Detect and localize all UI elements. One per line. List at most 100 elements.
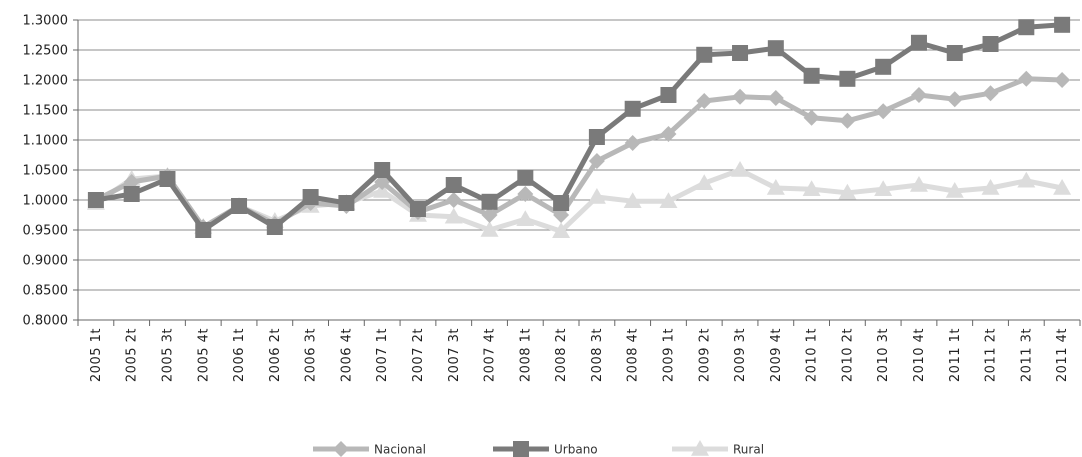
x-tick-label: 2010 3t	[876, 328, 891, 382]
x-tick-label: 2009 1t	[661, 328, 676, 382]
data-point	[731, 161, 750, 177]
data-point	[696, 93, 713, 109]
x-tick-label: 2008 4t	[626, 328, 641, 382]
data-point	[910, 87, 927, 103]
y-tick-label: 1.0500	[23, 164, 69, 179]
data-point	[266, 219, 283, 235]
x-tick-label: 2008 2t	[554, 328, 569, 382]
data-point	[660, 87, 677, 103]
x-tick-label: 2005 3t	[160, 328, 175, 382]
data-point	[732, 45, 749, 61]
data-point	[695, 174, 714, 190]
y-tick-label: 0.8000	[23, 314, 69, 329]
x-tick-label: 2005 1t	[89, 328, 104, 382]
legend-label: Nacional	[374, 443, 426, 457]
x-tick-label: 2006 2t	[268, 328, 283, 382]
data-point	[982, 36, 999, 52]
data-point	[696, 46, 713, 63]
series-urbano	[87, 16, 1071, 238]
x-tick-label: 2009 2t	[697, 328, 712, 382]
y-tick-label: 1.1500	[23, 104, 69, 119]
x-tick-label: 2008 1t	[518, 328, 533, 382]
x-tick-label: 2007 4t	[483, 328, 498, 382]
x-tick-label: 2005 2t	[125, 328, 140, 382]
y-tick-label: 0.9500	[23, 224, 69, 239]
x-axis-tick-labels: 2005 1t 2005 2t 2005 3t 2005 4t 2006 1t 2006 …	[89, 328, 1070, 382]
data-point	[624, 100, 641, 117]
x-tick-label: 2011 1t	[948, 328, 963, 382]
data-point	[409, 201, 426, 217]
data-point	[1054, 16, 1071, 33]
data-point	[839, 70, 856, 87]
data-point	[838, 183, 857, 200]
legend-label: Urbano	[554, 443, 598, 457]
data-point	[659, 192, 678, 208]
data-point	[767, 90, 784, 106]
legend-marker	[691, 440, 709, 456]
x-tick-label: 2010 2t	[840, 328, 855, 382]
data-point	[766, 179, 785, 195]
axes	[73, 19, 1081, 326]
data-point	[588, 129, 605, 145]
data-point	[1054, 72, 1071, 88]
y-axis-tick-labels: 0.8000 0.8500 0.9000 0.9500 1.0000 1.0500 1.10…	[23, 14, 69, 329]
x-tick-label: 2009 4t	[769, 328, 784, 382]
data-point	[587, 188, 606, 204]
data-point	[1017, 171, 1036, 188]
x-tick-label: 2006 3t	[304, 328, 319, 382]
data-point	[481, 193, 498, 210]
data-point	[444, 207, 463, 224]
legend-label: Rural	[733, 443, 764, 457]
legend-marker	[333, 441, 349, 457]
data-point	[481, 207, 498, 223]
data-point	[982, 85, 999, 102]
data-point	[767, 40, 784, 57]
x-tick-label: 2005 4t	[196, 328, 211, 382]
data-point	[624, 135, 641, 151]
x-tick-label: 2008 3t	[590, 328, 605, 382]
legend-item-rural: Rural	[672, 440, 764, 457]
data-point	[946, 91, 963, 108]
data-point	[516, 210, 535, 226]
data-point	[909, 176, 928, 192]
legend: Nacional Urbano Rural	[313, 440, 764, 457]
data-point	[874, 180, 893, 196]
x-tick-label: 2011 3t	[1019, 328, 1034, 382]
data-point	[159, 171, 176, 187]
data-point	[480, 221, 499, 237]
y-tick-label: 1.1000	[23, 134, 69, 149]
data-point	[588, 153, 605, 169]
x-tick-label: 2009 3t	[733, 328, 748, 382]
data-point	[445, 192, 462, 208]
series-line	[95, 22, 1063, 233]
x-tick-label: 2007 1t	[375, 328, 390, 382]
x-tick-label: 2011 4t	[1055, 328, 1070, 382]
y-tick-label: 1.2000	[23, 74, 69, 89]
y-tick-label: 0.9000	[23, 254, 69, 269]
legend-marker	[513, 441, 529, 457]
series	[86, 16, 1072, 238]
x-tick-label: 2007 3t	[447, 328, 462, 382]
y-tick-label: 1.2500	[23, 44, 69, 59]
data-point	[803, 67, 820, 84]
data-point	[660, 126, 677, 142]
data-point	[623, 192, 642, 208]
data-point	[374, 162, 391, 178]
data-point	[732, 88, 749, 105]
x-tick-label: 2010 4t	[912, 328, 927, 382]
data-point	[195, 222, 212, 238]
data-point	[552, 222, 571, 238]
data-point	[875, 58, 892, 75]
data-point	[802, 180, 821, 196]
y-tick-label: 0.8500	[23, 284, 69, 299]
data-point	[981, 179, 1000, 195]
y-tick-label: 1.0000	[23, 194, 69, 209]
legend-item-nacional: Nacional	[313, 441, 426, 457]
x-tick-label: 2006 1t	[232, 328, 247, 382]
data-point	[87, 192, 104, 208]
data-point	[517, 169, 534, 186]
data-point	[338, 195, 355, 211]
data-point	[803, 109, 820, 126]
data-point	[1018, 70, 1035, 87]
